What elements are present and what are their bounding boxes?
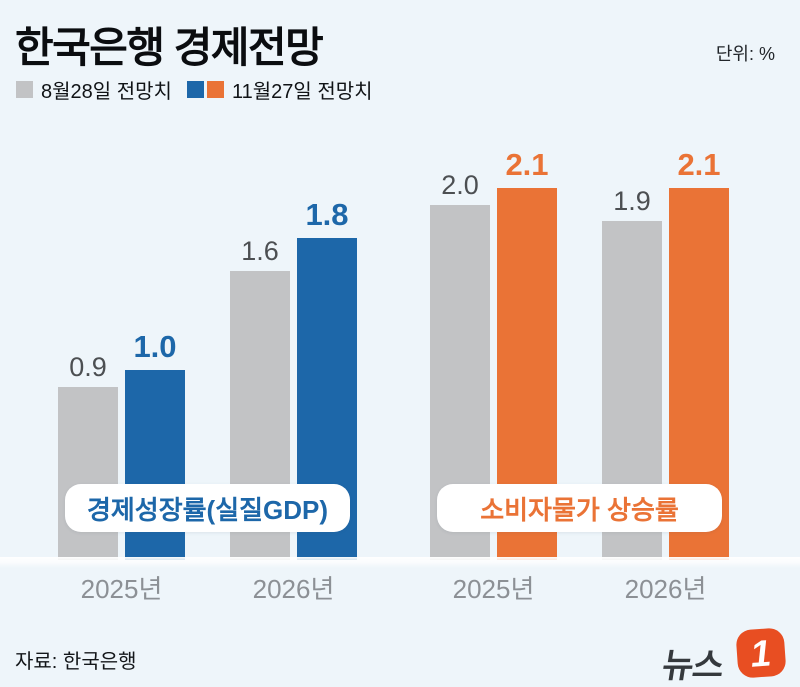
legend-swatch-gray xyxy=(16,80,33,98)
bar-value-label: 2.1 xyxy=(677,147,721,182)
source-label: 자료: 한국은행 xyxy=(15,651,137,673)
group-label-gdp: 경제성장률(실질GDP) xyxy=(65,484,350,532)
bar-value-label: 2.1 xyxy=(505,147,549,182)
bar-value-label: 1.9 xyxy=(613,186,651,216)
legend-swatch-orange xyxy=(207,80,224,98)
page-title: 한국은행 경제전망 xyxy=(15,24,324,71)
bar-value-label: 0.9 xyxy=(69,352,107,382)
bar-value-label: 1.8 xyxy=(305,197,349,232)
legend-swatch-blue xyxy=(187,80,204,98)
bar-value-label: 1.0 xyxy=(133,329,177,364)
legend-item-november: 11월27일 전망치 xyxy=(187,79,373,103)
legend-item-august: 8월28일 전망치 xyxy=(16,79,172,103)
news1-logo-badge: 1 xyxy=(735,627,787,679)
x-axis-label: 2025년 xyxy=(80,574,163,604)
news1-logo-text: 뉴스 xyxy=(659,647,727,685)
x-axis-label: 2026년 xyxy=(252,574,335,604)
bar-value-label: 1.6 xyxy=(241,236,279,266)
news1-logo-badge-digit: 1 xyxy=(748,631,774,675)
legend-label: 8월28일 전망치 xyxy=(41,80,172,103)
unit-label: 단위: % xyxy=(715,44,775,64)
x-axis-label: 2025년 xyxy=(452,574,535,604)
group-label-cpi: 소비자물가 상승률 xyxy=(437,484,722,532)
x-axis-label: 2026년 xyxy=(624,574,707,604)
legend-label: 11월27일 전망치 xyxy=(232,80,373,103)
news1-logo: 뉴스 1 xyxy=(659,627,787,685)
bar xyxy=(58,387,118,560)
bar-value-label: 2.0 xyxy=(441,170,479,200)
chart-baseline xyxy=(0,557,800,568)
